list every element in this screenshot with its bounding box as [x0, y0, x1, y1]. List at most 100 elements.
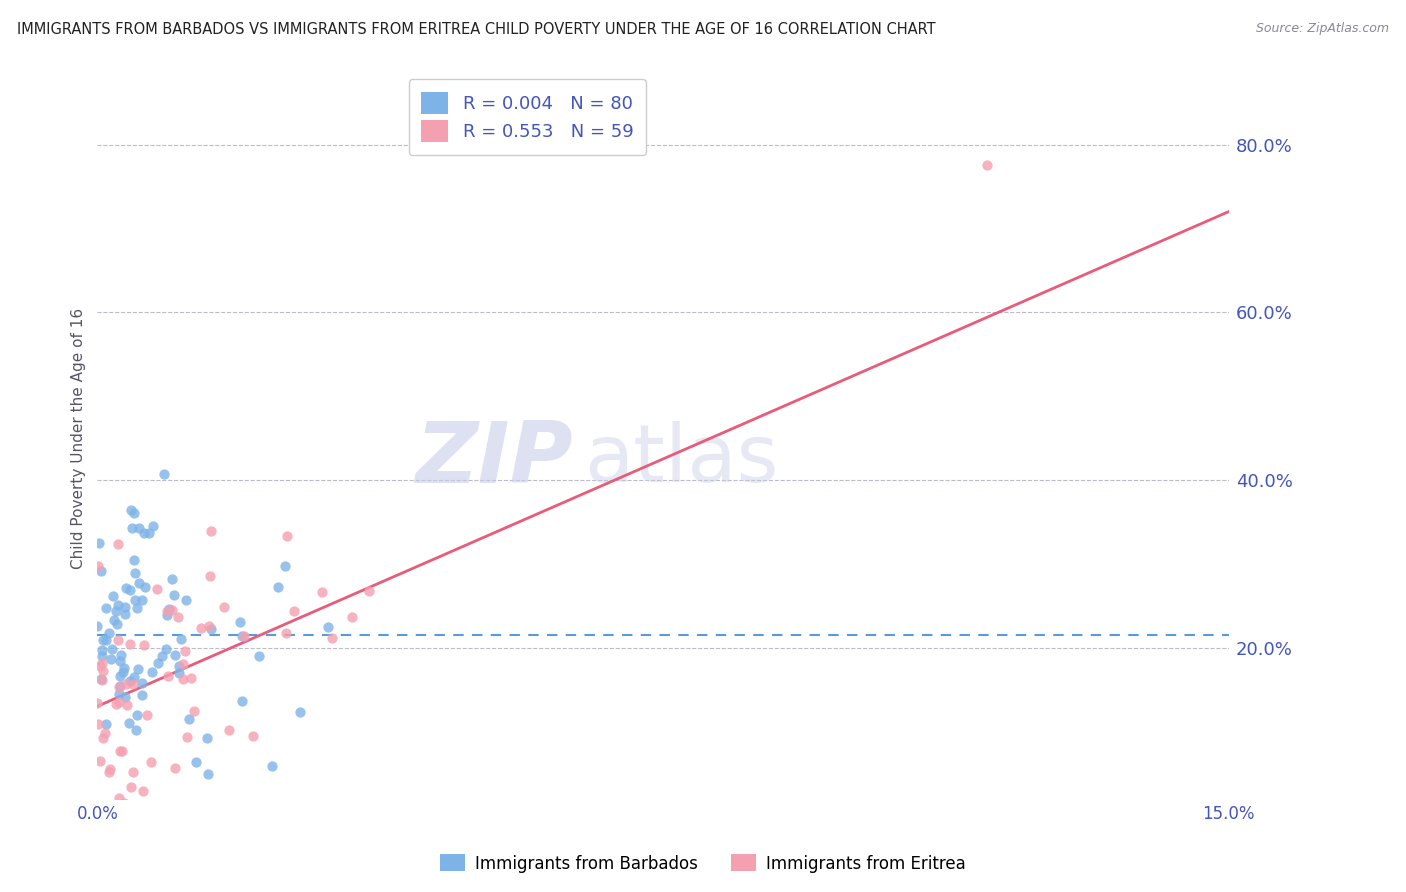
Point: [89, 659, 111, 673]
Text: ZIP: ZIP: [415, 418, 572, 501]
Point: [160, 572, 183, 586]
Point: [176, 730, 198, 744]
Point: [107, 537, 129, 551]
Point: [157, 668, 180, 682]
Point: [105, 604, 128, 618]
Point: [114, 607, 136, 621]
Point: [141, 665, 163, 680]
Point: [90, 672, 112, 686]
Point: [107, 633, 129, 648]
Point: [98, 626, 121, 640]
Point: [125, 723, 148, 738]
Point: [274, 626, 297, 640]
Point: [87, 535, 110, 549]
Point: [118, 582, 141, 597]
Point: [103, 613, 125, 627]
Point: [174, 593, 197, 607]
Point: [107, 680, 129, 694]
Point: [108, 790, 131, 805]
Text: atlas: atlas: [583, 421, 779, 499]
Point: [131, 593, 153, 607]
Point: [321, 632, 343, 646]
Point: [91, 731, 114, 745]
Point: [101, 642, 124, 657]
Point: [104, 697, 127, 711]
Point: [122, 670, 145, 684]
Point: [200, 622, 222, 636]
Point: [94, 633, 117, 648]
Text: IMMIGRANTS FROM BARBADOS VS IMMIGRANTS FROM ERITREA CHILD POVERTY UNDER THE AGE : IMMIGRANTS FROM BARBADOS VS IMMIGRANTS F…: [17, 22, 935, 37]
Point: [357, 583, 380, 598]
Point: [142, 519, 165, 533]
Point: [86, 618, 108, 632]
Point: [121, 764, 143, 779]
Point: [156, 607, 179, 622]
Point: [170, 632, 193, 646]
Point: [91, 665, 114, 679]
Point: [108, 654, 131, 668]
Point: [132, 784, 155, 798]
Point: [127, 708, 149, 723]
Point: [125, 601, 148, 615]
Point: [212, 599, 235, 614]
Point: [233, 629, 256, 643]
Point: [115, 677, 138, 691]
Point: [120, 780, 142, 794]
Point: [180, 672, 202, 686]
Point: [98, 762, 121, 776]
Point: [115, 698, 138, 712]
Point: [172, 672, 194, 686]
Legend: R = 0.004   N = 80, R = 0.553   N = 59: R = 0.004 N = 80, R = 0.553 N = 59: [409, 79, 647, 155]
Point: [163, 588, 186, 602]
Point: [90, 643, 112, 657]
Point: [167, 610, 190, 624]
Text: Source: ZipAtlas.com: Source: ZipAtlas.com: [1256, 22, 1389, 36]
Point: [155, 641, 177, 656]
Point: [90, 564, 112, 578]
Point: [118, 715, 141, 730]
Point: [124, 592, 146, 607]
Point: [288, 705, 311, 719]
Point: [124, 566, 146, 580]
Point: [135, 707, 157, 722]
Point: [97, 765, 120, 780]
Point: [128, 575, 150, 590]
Point: [120, 674, 142, 689]
Point: [101, 589, 124, 603]
Point: [163, 648, 186, 663]
Point: [131, 689, 153, 703]
Point: [122, 677, 145, 691]
Point: [112, 796, 135, 810]
Point: [94, 726, 117, 740]
Point: [242, 729, 264, 743]
Point: [90, 656, 112, 670]
Point: [198, 619, 221, 633]
Point: [138, 526, 160, 541]
Point: [153, 467, 176, 481]
Point: [87, 717, 110, 731]
Point: [110, 648, 132, 662]
Point: [86, 696, 108, 710]
Point: [172, 657, 194, 672]
Point: [128, 521, 150, 535]
Point: [115, 582, 138, 596]
Point: [114, 600, 136, 615]
Point: [173, 644, 195, 658]
Point: [177, 712, 200, 726]
Point: [247, 649, 270, 664]
Point: [262, 758, 284, 772]
Point: [283, 603, 305, 617]
Point: [146, 582, 169, 597]
Point: [111, 744, 134, 758]
Point: [127, 662, 149, 676]
Point: [122, 506, 145, 520]
Point: [184, 755, 207, 769]
Point: [112, 661, 135, 675]
Point: [167, 658, 190, 673]
Point: [167, 665, 190, 680]
Point: [108, 679, 131, 693]
Point: [120, 503, 142, 517]
Point: [183, 704, 205, 718]
Point: [96, 716, 118, 731]
Point: [94, 601, 117, 615]
